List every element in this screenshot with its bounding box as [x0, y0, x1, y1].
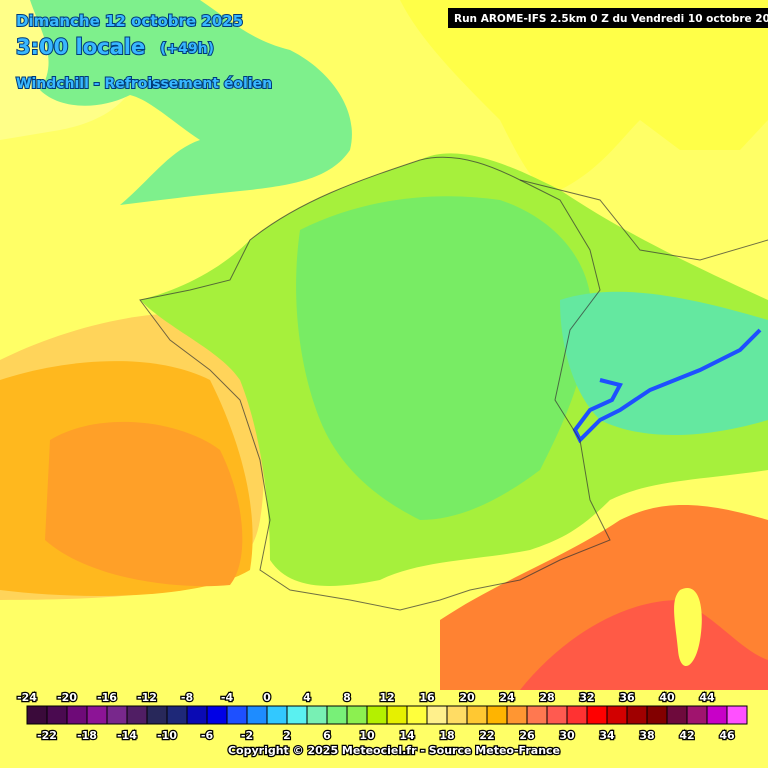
legend-swatch [326, 705, 348, 725]
date-label: Dimanche 12 octobre 2025 [16, 12, 243, 30]
color-legend: -24-22-20-18-16-14-12-10-8-6-4-202468101… [16, 690, 748, 743]
legend-swatch [406, 705, 428, 725]
legend-label: 22 [479, 729, 494, 742]
legend-swatch [146, 705, 168, 725]
legend-label: -12 [137, 691, 157, 704]
legend-swatch [346, 705, 368, 725]
legend-label: 10 [359, 729, 375, 742]
legend-label: 42 [679, 729, 694, 742]
legend-label: -2 [241, 729, 253, 742]
legend-swatch [86, 705, 108, 725]
corsica [674, 588, 702, 667]
legend-label: 38 [639, 729, 654, 742]
legend-label: -14 [117, 729, 137, 742]
legend-label: 24 [499, 691, 515, 704]
legend-swatch [526, 705, 548, 725]
legend-swatch [426, 705, 448, 725]
north-land [220, 0, 768, 192]
legend-swatch [106, 705, 128, 725]
legend-label: 44 [699, 691, 715, 704]
legend-swatch [646, 705, 668, 725]
legend-label: 8 [343, 691, 351, 704]
legend-label: 18 [439, 729, 454, 742]
legend-label: -24 [17, 691, 37, 704]
legend-label: 34 [599, 729, 615, 742]
legend-swatch [26, 705, 48, 725]
alps-cold [572, 328, 762, 444]
legend-label: -6 [201, 729, 214, 742]
legend-label: 46 [719, 729, 735, 742]
lead-label: (+49h) [160, 41, 214, 57]
france-border [139, 156, 611, 611]
legend-label: 2 [283, 729, 291, 742]
legend-label: 4 [303, 691, 311, 704]
legend-swatch [286, 705, 308, 725]
legend-label: 40 [659, 691, 675, 704]
legend-swatch [566, 705, 588, 725]
legend-label: 30 [559, 729, 575, 742]
legend-swatch [726, 705, 748, 725]
legend-label: 16 [419, 691, 435, 704]
legend-swatch [466, 705, 488, 725]
legend-label: 32 [579, 691, 594, 704]
legend-label: 26 [519, 729, 535, 742]
legend-swatch [206, 705, 228, 725]
legend-label: -22 [37, 729, 57, 742]
legend-swatch [506, 705, 528, 725]
legend-label: -18 [77, 729, 97, 742]
legend-swatch [546, 705, 568, 725]
run-box [448, 8, 768, 28]
mediterranean-core [520, 600, 768, 690]
legend-swatch [626, 705, 648, 725]
legend-swatch [226, 705, 248, 725]
france-interior [296, 196, 592, 520]
legend-label: 0 [263, 691, 271, 704]
uk-land [30, 0, 352, 205]
legend-label: 12 [379, 691, 394, 704]
legend-swatch [446, 705, 468, 725]
time-label: 3:00 locale [16, 35, 145, 59]
legend-swatch [486, 705, 508, 725]
legend-label: 6 [323, 729, 331, 742]
legend-swatch [166, 705, 188, 725]
legend-swatch [306, 705, 328, 725]
legend-swatch [666, 705, 688, 725]
atlantic-core [45, 421, 243, 587]
legend-swatch [46, 705, 68, 725]
legend-swatch [126, 705, 148, 725]
legend-label: -16 [97, 691, 117, 704]
legend-swatch [246, 705, 268, 725]
legend-swatch [266, 705, 288, 725]
legend-swatch [186, 705, 208, 725]
legend-swatch [586, 705, 608, 725]
legend-swatch [606, 705, 628, 725]
legend-label: 20 [459, 691, 475, 704]
legend-swatch [386, 705, 408, 725]
legend-swatch [366, 705, 388, 725]
legend-swatch [686, 705, 708, 725]
parameter-label: Windchill - Refroissement éolien [16, 76, 272, 92]
legend-swatch [66, 705, 88, 725]
legend-label: -4 [221, 691, 234, 704]
legend-label: 14 [399, 729, 415, 742]
legend-swatch [706, 705, 728, 725]
legend-label: 28 [539, 691, 554, 704]
run-label: Run AROME-IFS 2.5km 0 Z du Vendredi 10 o… [454, 13, 768, 25]
legend-label: 36 [619, 691, 635, 704]
legend-label: -8 [181, 691, 193, 704]
copyright: Copyright © 2025 Meteociel.fr - Source M… [228, 744, 560, 757]
legend-label: -10 [157, 729, 177, 742]
germany-border [519, 179, 768, 261]
legend-label: -20 [57, 691, 77, 704]
